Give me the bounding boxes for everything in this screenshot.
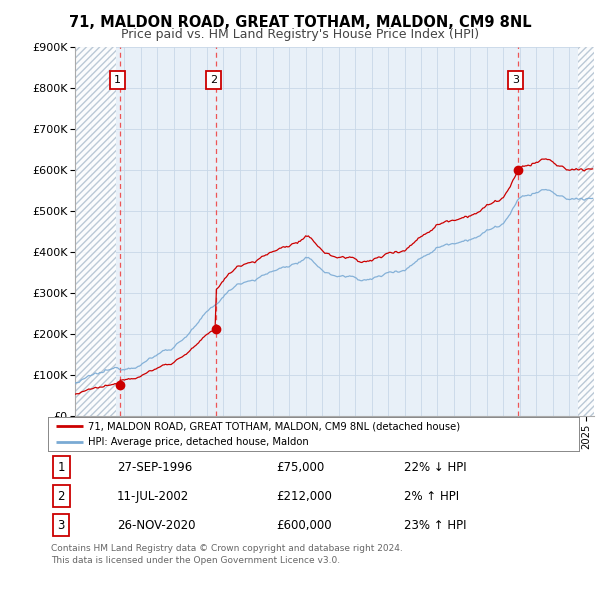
Text: 1: 1	[58, 461, 65, 474]
Text: 27-SEP-1996: 27-SEP-1996	[117, 461, 192, 474]
Text: Price paid vs. HM Land Registry's House Price Index (HPI): Price paid vs. HM Land Registry's House …	[121, 28, 479, 41]
Text: 23% ↑ HPI: 23% ↑ HPI	[404, 519, 466, 532]
Text: 11-JUL-2002: 11-JUL-2002	[117, 490, 189, 503]
Text: 2: 2	[58, 490, 65, 503]
Bar	[75, 47, 116, 416]
Text: 26-NOV-2020: 26-NOV-2020	[117, 519, 196, 532]
Text: HPI: Average price, detached house, Maldon: HPI: Average price, detached house, Mald…	[88, 437, 308, 447]
Text: Contains HM Land Registry data © Crown copyright and database right 2024.
This d: Contains HM Land Registry data © Crown c…	[51, 544, 403, 565]
Text: 2% ↑ HPI: 2% ↑ HPI	[404, 490, 459, 503]
Text: 3: 3	[58, 519, 65, 532]
Text: £212,000: £212,000	[277, 490, 332, 503]
Text: 2: 2	[209, 75, 217, 85]
Text: 1: 1	[114, 75, 121, 85]
Text: 3: 3	[512, 75, 519, 85]
Text: 71, MALDON ROAD, GREAT TOTHAM, MALDON, CM9 8NL: 71, MALDON ROAD, GREAT TOTHAM, MALDON, C…	[68, 15, 532, 30]
Text: £600,000: £600,000	[277, 519, 332, 532]
Bar	[578, 47, 594, 416]
Text: 71, MALDON ROAD, GREAT TOTHAM, MALDON, CM9 8NL (detached house): 71, MALDON ROAD, GREAT TOTHAM, MALDON, C…	[88, 421, 460, 431]
Text: £75,000: £75,000	[277, 461, 325, 474]
Text: 22% ↓ HPI: 22% ↓ HPI	[404, 461, 466, 474]
